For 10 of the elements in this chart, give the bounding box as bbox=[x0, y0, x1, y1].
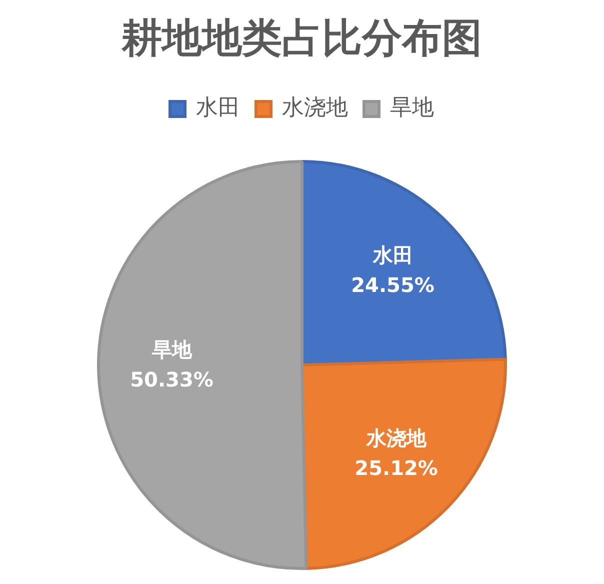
data-label: 50.33% bbox=[130, 368, 214, 392]
slice-label: 水浇地 bbox=[365, 426, 428, 450]
data-label: 24.55% bbox=[351, 272, 434, 297]
legend-label: 水田 bbox=[196, 96, 240, 121]
chart-title: 耕地地类占比分布图 bbox=[121, 15, 482, 62]
legend-label: 旱地 bbox=[390, 96, 434, 121]
slice-label: 水田 bbox=[372, 242, 413, 267]
slice-label: 旱地 bbox=[150, 338, 193, 362]
legend-label: 水浇地 bbox=[282, 96, 348, 121]
data-label: 25.12% bbox=[354, 456, 438, 480]
